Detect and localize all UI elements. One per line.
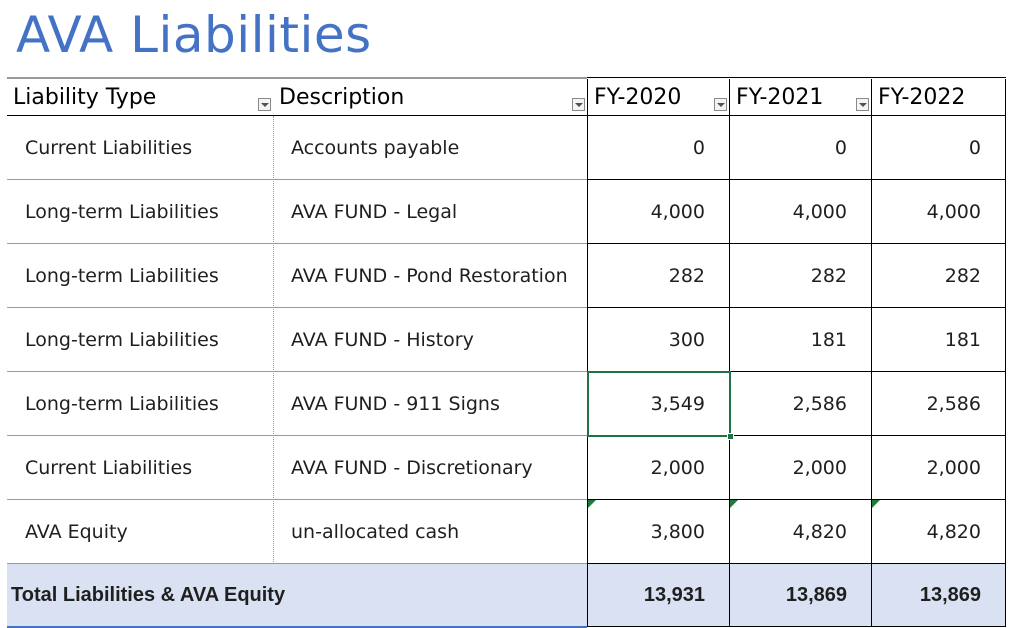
cell-fy-2021[interactable]: 2,586: [729, 372, 871, 436]
cell-fy-2020[interactable]: 3,800: [587, 500, 729, 564]
row-border: [587, 371, 1006, 372]
row-border: [7, 243, 587, 244]
cell-description[interactable]: Accounts payable: [291, 137, 460, 159]
column-separator: [273, 116, 274, 564]
header-description-label: Description: [279, 84, 405, 110]
sheet-title: AVA Liabilities: [16, 6, 372, 64]
cell-fy-2021[interactable]: 181: [729, 308, 871, 372]
header-fy-2020[interactable]: FY-2020: [587, 79, 729, 115]
cell-fy-2022[interactable]: 282: [871, 244, 1006, 308]
liabilities-table: Liability Type Description FY-2020 FY-2021 F…: [7, 77, 1006, 628]
row-border: [587, 435, 1006, 436]
header-top-border: [7, 77, 587, 79]
cell-fy-2021[interactable]: 4,000: [729, 180, 871, 244]
cell-liability-type[interactable]: AVA Equity: [25, 521, 128, 543]
row-border: [7, 435, 587, 436]
cell-fy-2021[interactable]: 282: [729, 244, 871, 308]
header-description[interactable]: Description: [273, 79, 587, 115]
cell-liability-type[interactable]: Current Liabilities: [25, 457, 193, 479]
total-fy-2022[interactable]: 13,869: [871, 564, 1006, 626]
cell-fy-2022[interactable]: 4,820: [871, 500, 1006, 564]
row-border: [7, 371, 587, 372]
header-bottom-border: [7, 115, 1006, 116]
header-fy-2021-label: FY-2021: [736, 84, 824, 110]
cell-description[interactable]: AVA FUND - Legal: [291, 201, 458, 223]
total-fy-2021[interactable]: 13,869: [729, 564, 871, 626]
error-indicator-icon[interactable]: [872, 500, 880, 508]
row-border: [7, 179, 587, 180]
cell-fy-2021[interactable]: 2,000: [729, 436, 871, 500]
header-fy-2020-label: FY-2020: [594, 84, 682, 110]
cell-fy-2020[interactable]: 300: [587, 308, 729, 372]
row-border: [7, 499, 587, 500]
filter-dropdown-icon[interactable]: [572, 98, 585, 111]
header-liability-type[interactable]: Liability Type: [7, 79, 273, 115]
cell-fy-2021[interactable]: 4,820: [729, 500, 871, 564]
error-indicator-icon[interactable]: [588, 500, 596, 508]
cell-fy-2020[interactable]: 2,000: [587, 436, 729, 500]
cell-fy-2020[interactable]: 0: [587, 116, 729, 180]
cell-fy-2020[interactable]: 282: [587, 244, 729, 308]
total-bottom-border: [7, 626, 587, 628]
row-border: [587, 563, 1006, 564]
cell-fy-2020[interactable]: 4,000: [587, 180, 729, 244]
cell-description[interactable]: un-allocated cash: [291, 521, 460, 543]
fill-handle[interactable]: [727, 433, 734, 440]
row-border: [7, 563, 587, 564]
total-label[interactable]: Total Liabilities & AVA Equity: [11, 583, 286, 606]
header-fy-2022[interactable]: FY-2022: [871, 79, 1006, 115]
row-border: [7, 307, 587, 308]
cell-fy-2022[interactable]: 181: [871, 308, 1006, 372]
cell-description[interactable]: AVA FUND - 911 Signs: [291, 393, 500, 415]
filter-dropdown-icon[interactable]: [258, 98, 271, 111]
cell-description[interactable]: AVA FUND - Pond Restoration: [291, 265, 568, 287]
error-indicator-icon[interactable]: [730, 500, 738, 508]
cell-liability-type[interactable]: Current Liabilities: [25, 137, 193, 159]
active-cell-selection[interactable]: [587, 371, 731, 437]
row-border: [587, 499, 1006, 500]
row-border: [587, 179, 1006, 180]
cell-liability-type[interactable]: Long-term Liabilities: [25, 265, 219, 287]
cell-liability-type[interactable]: Long-term Liabilities: [25, 393, 219, 415]
row-border: [587, 307, 1006, 308]
filter-dropdown-icon[interactable]: [856, 98, 869, 111]
row-border: [587, 243, 1006, 244]
cell-description[interactable]: AVA FUND - Discretionary: [291, 457, 533, 479]
cell-fy-2022[interactable]: 4,000: [871, 180, 1006, 244]
cell-fy-2021[interactable]: 0: [729, 116, 871, 180]
header-top-border-right: [587, 77, 1006, 78]
cell-liability-type[interactable]: Long-term Liabilities: [25, 201, 219, 223]
cell-fy-2022[interactable]: 0: [871, 116, 1006, 180]
filter-dropdown-icon[interactable]: [714, 98, 727, 111]
header-liability-type-label: Liability Type: [13, 84, 157, 110]
cell-liability-type[interactable]: Long-term Liabilities: [25, 329, 219, 351]
cell-fy-2022[interactable]: 2,000: [871, 436, 1006, 500]
total-bottom-border-right: [587, 626, 1006, 627]
header-fy-2021[interactable]: FY-2021: [729, 79, 871, 115]
cell-description[interactable]: AVA FUND - History: [291, 329, 474, 351]
header-fy-2022-label: FY-2022: [878, 84, 966, 110]
cell-fy-2022[interactable]: 2,586: [871, 372, 1006, 436]
total-row-fill: [7, 564, 1006, 626]
total-fy-2020[interactable]: 13,931: [587, 564, 729, 626]
